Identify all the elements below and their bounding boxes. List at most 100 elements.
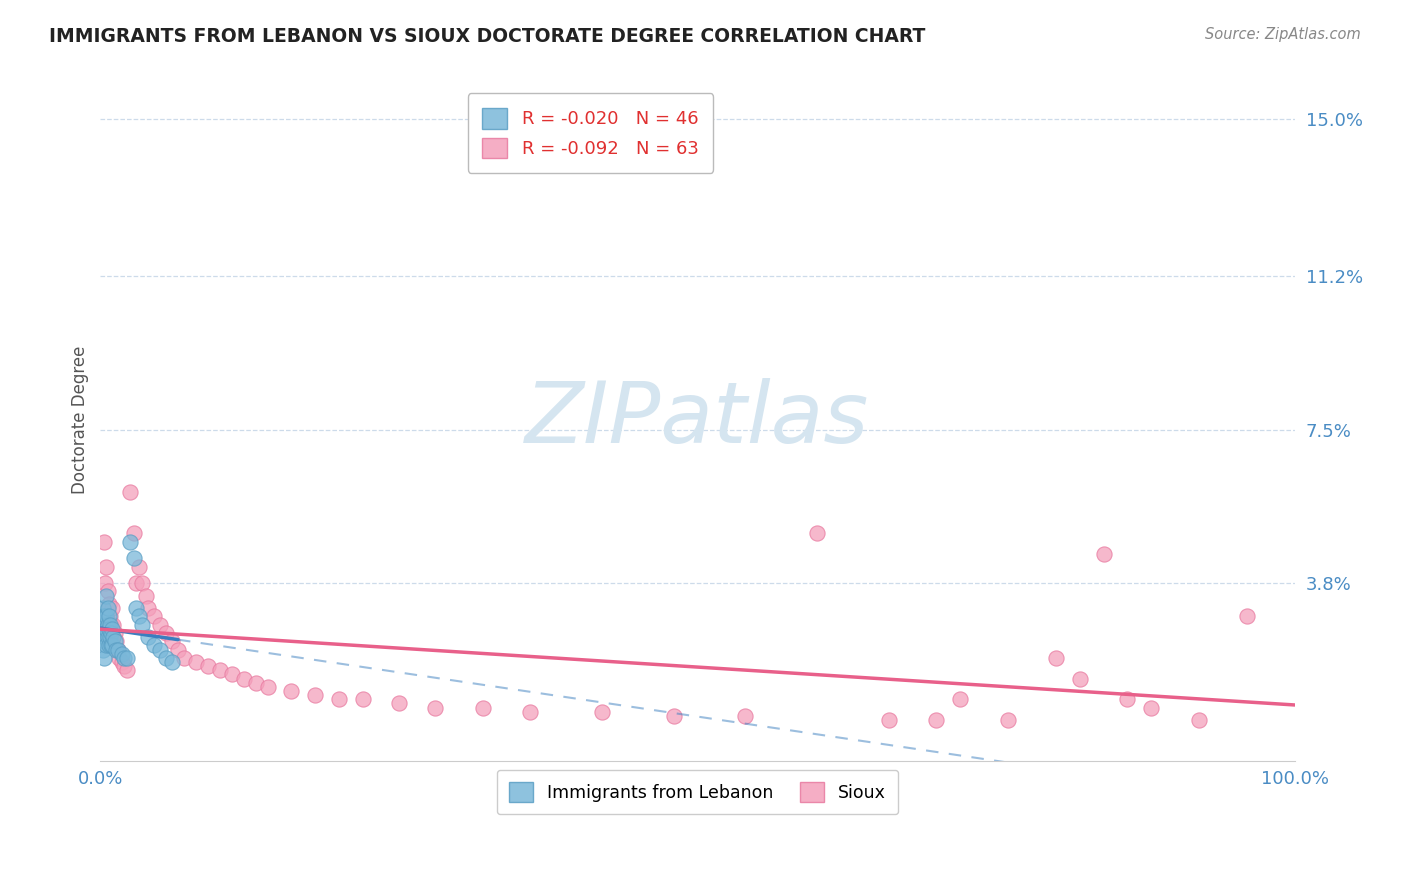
Point	[184, 655, 207, 669]
Point	[131, 576, 153, 591]
Point	[167, 642, 190, 657]
Point	[136, 630, 159, 644]
Point	[96, 630, 118, 644]
Point	[149, 617, 172, 632]
Point	[93, 634, 115, 648]
Point	[96, 559, 118, 574]
Point	[221, 667, 243, 681]
Point	[96, 609, 118, 624]
Point	[96, 617, 118, 632]
Point	[256, 680, 278, 694]
Point	[90, 609, 112, 624]
Point	[1045, 650, 1067, 665]
Point	[104, 634, 127, 648]
Point	[1140, 700, 1163, 714]
Point	[1116, 692, 1139, 706]
Point	[143, 638, 166, 652]
Point	[103, 630, 125, 644]
Point	[103, 617, 125, 632]
Point	[93, 609, 115, 624]
Point	[125, 601, 148, 615]
Point	[112, 650, 135, 665]
Point	[155, 650, 177, 665]
Point	[208, 663, 231, 677]
Point	[925, 713, 948, 727]
Point	[101, 630, 124, 644]
Point	[97, 638, 120, 652]
Point	[97, 622, 120, 636]
Point	[122, 526, 145, 541]
Point	[91, 601, 114, 615]
Point	[128, 559, 150, 574]
Point	[1188, 713, 1211, 727]
Point	[136, 601, 159, 615]
Point	[111, 655, 134, 669]
Point	[93, 650, 115, 665]
Point	[90, 630, 112, 644]
Point	[98, 617, 121, 632]
Point	[160, 655, 183, 669]
Point	[734, 708, 756, 723]
Point	[1236, 609, 1258, 624]
Point	[97, 609, 120, 624]
Point	[160, 634, 183, 648]
Point	[96, 609, 118, 624]
Point	[280, 684, 302, 698]
Point	[90, 617, 112, 632]
Point	[155, 626, 177, 640]
Point	[806, 526, 828, 541]
Point	[122, 551, 145, 566]
Point	[107, 642, 129, 657]
Point	[96, 589, 118, 603]
Point	[125, 576, 148, 591]
Point	[100, 638, 122, 652]
Point	[328, 692, 350, 706]
Point	[93, 534, 115, 549]
Point	[120, 534, 142, 549]
Point	[877, 713, 900, 727]
Legend: Immigrants from Lebanon, Sioux: Immigrants from Lebanon, Sioux	[496, 770, 898, 814]
Y-axis label: Doctorate Degree: Doctorate Degree	[72, 345, 89, 493]
Point	[101, 622, 124, 636]
Point	[1069, 672, 1091, 686]
Point	[111, 647, 134, 661]
Point	[149, 642, 172, 657]
Point	[94, 576, 117, 591]
Point	[949, 692, 972, 706]
Point	[173, 650, 195, 665]
Point	[96, 617, 118, 632]
Point	[96, 584, 118, 599]
Point	[232, 672, 254, 686]
Point	[245, 675, 267, 690]
Point	[96, 638, 118, 652]
Point	[101, 601, 124, 615]
Point	[519, 705, 541, 719]
Point	[997, 713, 1019, 727]
Point	[97, 622, 120, 636]
Point	[93, 622, 115, 636]
Point	[591, 705, 613, 719]
Point	[98, 630, 121, 644]
Point	[98, 609, 121, 624]
Point	[96, 601, 118, 615]
Point	[128, 609, 150, 624]
Point	[115, 663, 138, 677]
Point	[108, 650, 131, 665]
Point	[120, 485, 142, 500]
Point	[1092, 547, 1115, 561]
Text: ZIPatlas: ZIPatlas	[526, 378, 870, 461]
Point	[143, 609, 166, 624]
Point	[197, 659, 219, 673]
Point	[388, 697, 411, 711]
Point	[101, 638, 124, 652]
Text: IMMIGRANTS FROM LEBANON VS SIOUX DOCTORATE DEGREE CORRELATION CHART: IMMIGRANTS FROM LEBANON VS SIOUX DOCTORA…	[49, 27, 925, 45]
Point	[100, 617, 122, 632]
Point	[94, 617, 117, 632]
Point	[104, 626, 127, 640]
Point	[135, 589, 157, 603]
Point	[91, 630, 114, 644]
Point	[96, 622, 118, 636]
Point	[131, 617, 153, 632]
Point	[97, 597, 120, 611]
Point	[662, 708, 685, 723]
